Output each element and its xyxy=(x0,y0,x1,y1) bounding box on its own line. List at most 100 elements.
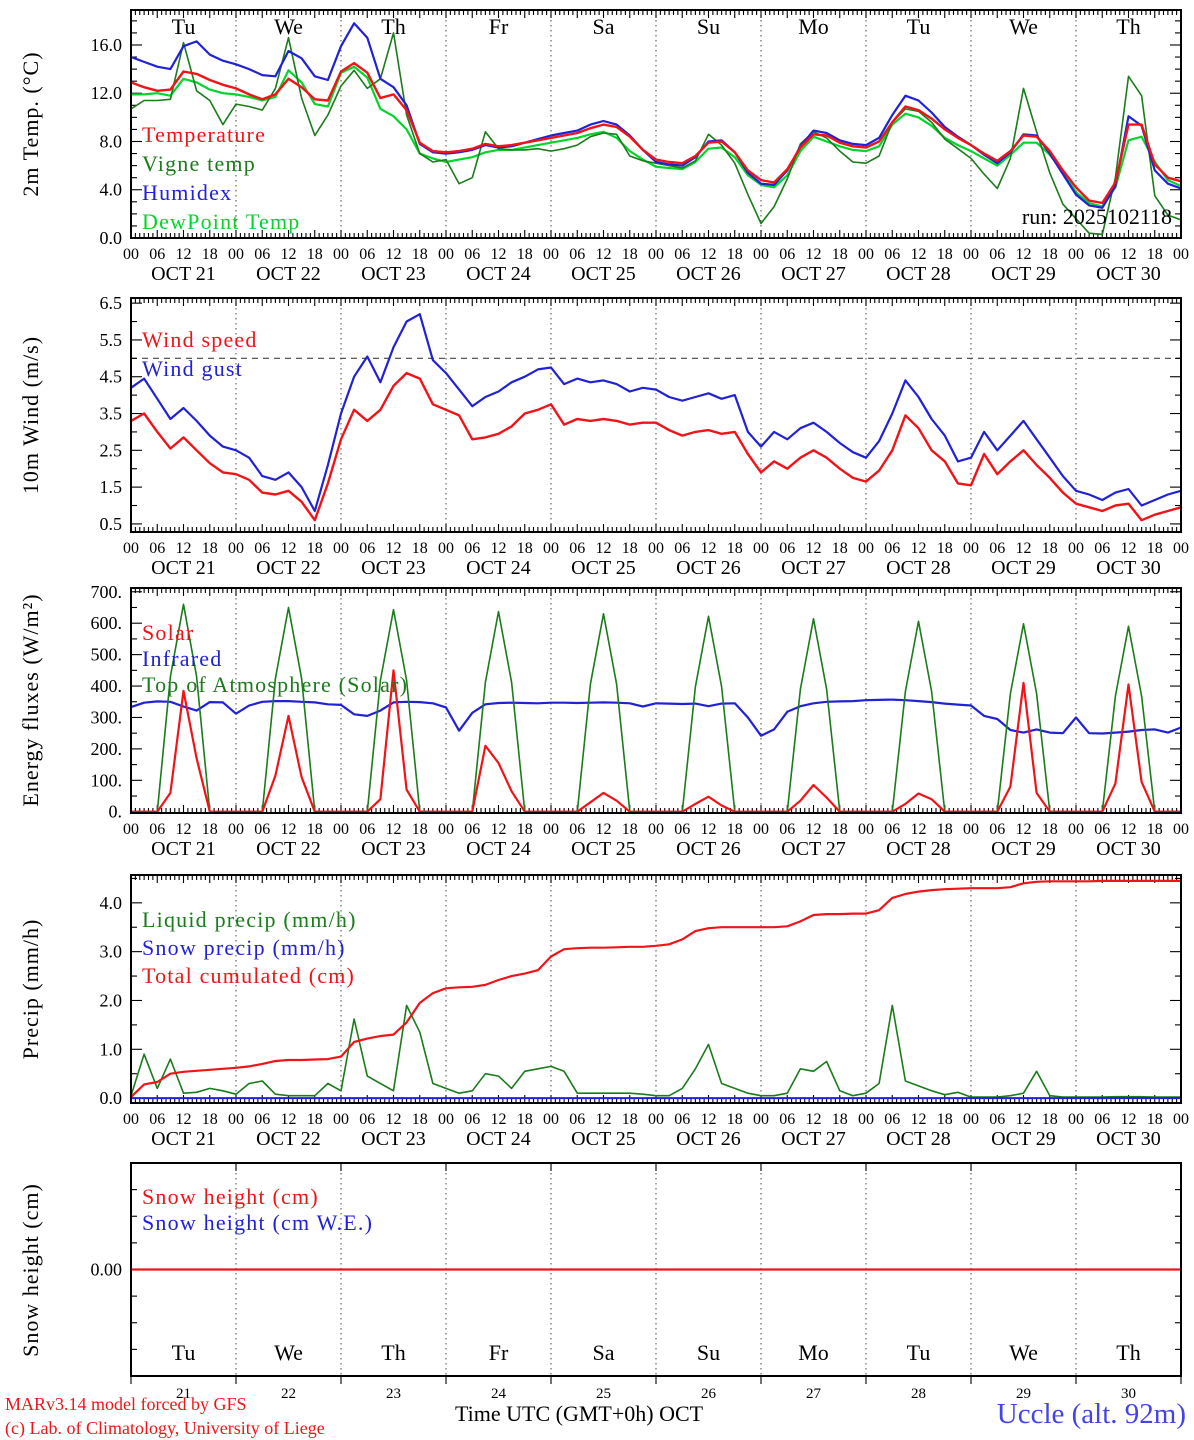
y-tick-label: 12.0 xyxy=(91,83,123,103)
y-tick-label: 0. xyxy=(109,802,123,822)
hour-label: 12 xyxy=(596,246,612,263)
hour-label: 18 xyxy=(622,540,638,557)
y-tick-label: 200. xyxy=(91,739,123,759)
day-name: Tu xyxy=(907,1340,931,1365)
hour-label: 18 xyxy=(1147,540,1163,557)
hour-label: 12 xyxy=(806,821,822,838)
series-total-cumulated-cm xyxy=(129,879,1183,1099)
day-name: Sa xyxy=(593,14,615,39)
hour-label: 00 xyxy=(123,821,139,838)
day-name: Su xyxy=(697,14,720,39)
y-axis-title-wind: 10m Wind (m/s) xyxy=(18,335,43,495)
day-name: Th xyxy=(1116,14,1140,39)
hour-label: 00 xyxy=(1173,1111,1189,1128)
hour-label: 00 xyxy=(1068,821,1084,838)
hour-label: 00 xyxy=(963,1111,979,1128)
hour-label: 00 xyxy=(228,1111,244,1128)
day-name: We xyxy=(274,1340,303,1365)
hour-label: 00 xyxy=(1068,1111,1084,1128)
day-name: Fr xyxy=(489,14,509,39)
hour-label: 18 xyxy=(622,1111,638,1128)
y-tick-label: 4.0 xyxy=(100,180,123,200)
hour-label: 06 xyxy=(569,1111,585,1128)
date-label: OCT 23 xyxy=(361,838,426,860)
date-label: OCT 28 xyxy=(886,1128,951,1150)
hour-label: 12 xyxy=(176,1111,192,1128)
hour-label: 12 xyxy=(386,1111,402,1128)
hour-label: 12 xyxy=(1121,821,1137,838)
hour-label: 18 xyxy=(832,1111,848,1128)
date-label: OCT 25 xyxy=(571,1128,636,1150)
day-name: Sa xyxy=(593,1340,615,1365)
hour-label: 18 xyxy=(1147,1111,1163,1128)
hour-label: 18 xyxy=(832,540,848,557)
hour-label: 06 xyxy=(884,246,900,263)
hour-label: 00 xyxy=(858,540,874,557)
credit-line-2: (c) Lab. of Climatology, University of L… xyxy=(5,1418,325,1438)
y-tick-label: 0.0 xyxy=(100,228,123,248)
hour-label: 06 xyxy=(254,1111,270,1128)
y-tick-label: 400. xyxy=(91,676,123,696)
date-label: OCT 29 xyxy=(991,263,1056,285)
date-label: OCT 25 xyxy=(571,838,636,860)
hour-label: 12 xyxy=(1016,821,1032,838)
hour-label: 12 xyxy=(806,1111,822,1128)
hour-label: 18 xyxy=(517,1111,533,1128)
hour-label: 12 xyxy=(1121,540,1137,557)
hour-label: 00 xyxy=(438,821,454,838)
date-label: OCT 28 xyxy=(886,557,951,579)
day-name: Su xyxy=(697,1340,720,1365)
hour-label: 18 xyxy=(937,821,953,838)
legend-temperature: Temperature xyxy=(142,122,267,147)
hour-label: 12 xyxy=(386,821,402,838)
hour-label: 12 xyxy=(701,1111,717,1128)
date-label: OCT 28 xyxy=(886,263,951,285)
y-tick-label: 300. xyxy=(91,707,123,727)
hour-label: 12 xyxy=(281,246,297,263)
hour-label: 00 xyxy=(543,1111,559,1128)
day-number: 28 xyxy=(911,1386,926,1402)
legend-solar: Solar xyxy=(142,620,195,645)
hour-label: 18 xyxy=(412,540,428,557)
date-label: OCT 23 xyxy=(361,1128,426,1150)
hour-label: 00 xyxy=(333,1111,349,1128)
day-name: Tu xyxy=(172,1340,196,1365)
legend-toa: Top of Atmosphere (Solar) xyxy=(142,672,409,697)
hour-label: 06 xyxy=(359,1111,375,1128)
hour-label: 06 xyxy=(569,540,585,557)
date-label: OCT 23 xyxy=(361,557,426,579)
hour-label: 06 xyxy=(1094,1111,1110,1128)
hour-label: 18 xyxy=(727,1111,743,1128)
hour-label: 06 xyxy=(254,821,270,838)
day-number: 21 xyxy=(176,1386,191,1402)
hour-label: 18 xyxy=(727,540,743,557)
hour-label: 00 xyxy=(753,540,769,557)
hour-label: 00 xyxy=(1068,246,1084,263)
hour-label: 06 xyxy=(989,540,1005,557)
hour-label: 12 xyxy=(176,540,192,557)
hour-label: 12 xyxy=(1121,246,1137,263)
hour-label: 18 xyxy=(517,246,533,263)
date-label: OCT 26 xyxy=(676,263,741,285)
hour-label: 12 xyxy=(281,540,297,557)
hour-label: 00 xyxy=(963,540,979,557)
date-label: OCT 27 xyxy=(781,263,846,285)
date-label: OCT 29 xyxy=(991,557,1056,579)
hour-label: 06 xyxy=(884,821,900,838)
hour-label: 00 xyxy=(228,821,244,838)
hour-label: 12 xyxy=(701,540,717,557)
date-label: OCT 24 xyxy=(466,1128,531,1150)
hour-label: 00 xyxy=(123,540,139,557)
hour-label: 18 xyxy=(517,821,533,838)
legend-humidex: Humidex xyxy=(142,180,233,205)
day-gridlines xyxy=(235,588,1077,813)
day-number: 24 xyxy=(491,1386,507,1402)
legend-infrared: Infrared xyxy=(142,646,223,671)
hour-label: 18 xyxy=(307,246,323,263)
legend-snow-height: Snow height (cm) xyxy=(142,1184,319,1209)
hour-label: 18 xyxy=(1042,540,1058,557)
